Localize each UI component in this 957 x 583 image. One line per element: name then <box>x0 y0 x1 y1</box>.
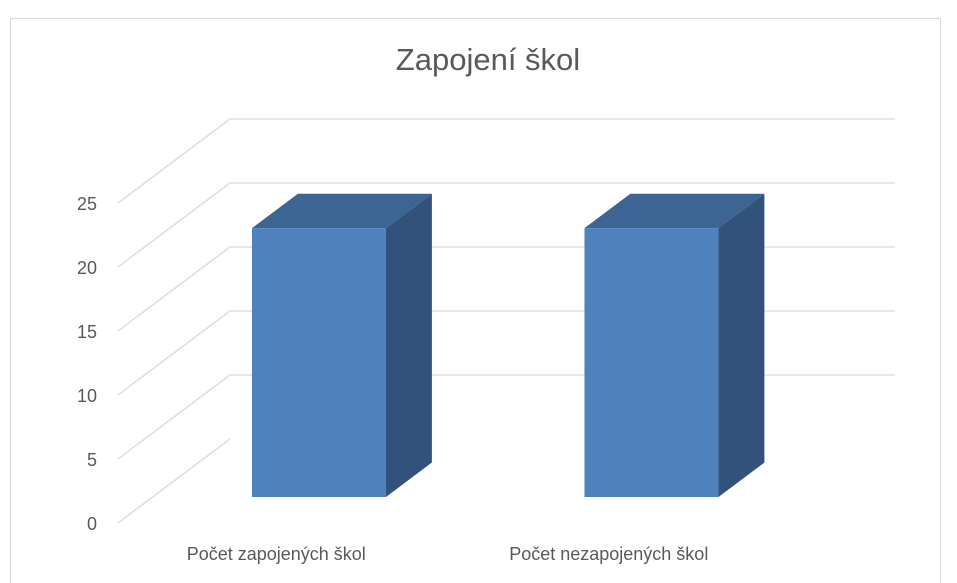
x-tick-label: Počet nezapojených škol <box>509 544 708 564</box>
y-tick-label: 20 <box>77 258 97 278</box>
grid-line <box>117 246 231 332</box>
grid-line <box>117 118 231 204</box>
y-tick-label: 10 <box>77 386 97 406</box>
chart-title: Zapojení škol <box>396 42 580 77</box>
y-tick-label: 25 <box>77 194 97 214</box>
y-tick-label: 5 <box>87 450 97 470</box>
y-tick-label: 0 <box>87 514 97 534</box>
bar-side <box>718 193 765 497</box>
chart-border <box>10 18 941 583</box>
bar <box>584 228 719 497</box>
grid-line <box>117 310 231 396</box>
bar-top <box>584 193 765 229</box>
grid-line <box>117 182 231 268</box>
grid-line <box>117 438 231 524</box>
bar <box>251 228 386 497</box>
bar-top <box>251 193 432 229</box>
bar-side <box>385 193 432 497</box>
x-tick-label: Počet zapojených škol <box>187 544 366 564</box>
grid-line <box>117 374 231 460</box>
y-tick-label: 15 <box>77 322 97 342</box>
